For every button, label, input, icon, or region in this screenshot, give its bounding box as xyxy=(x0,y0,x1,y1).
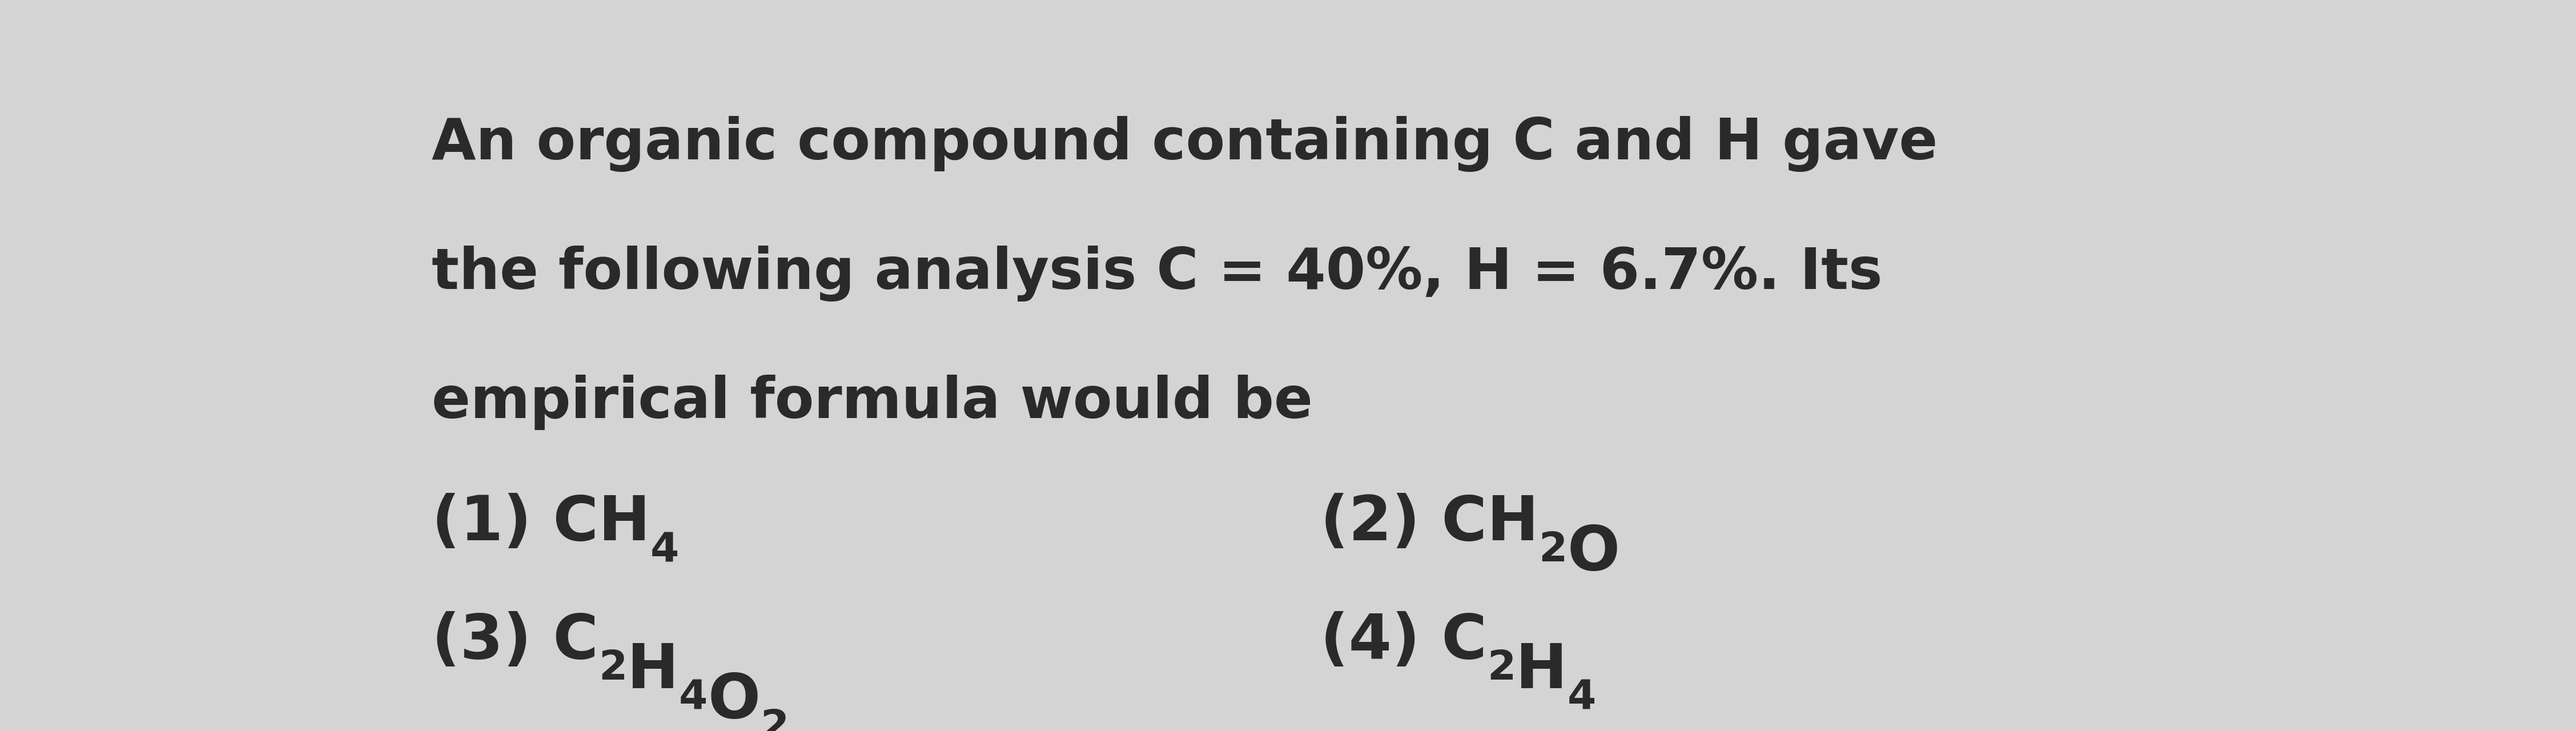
Text: (3) C: (3) C xyxy=(433,611,598,672)
Text: (4) C: (4) C xyxy=(1319,611,1486,672)
Text: 4: 4 xyxy=(680,678,708,718)
Text: 2: 2 xyxy=(1486,649,1515,688)
Text: H: H xyxy=(1515,641,1566,701)
Text: 2: 2 xyxy=(760,708,788,731)
Text: 2: 2 xyxy=(598,649,626,688)
Text: 2: 2 xyxy=(1538,531,1566,570)
Text: (1) CH: (1) CH xyxy=(433,493,649,553)
Text: 4: 4 xyxy=(1566,678,1597,718)
Text: O: O xyxy=(1566,523,1620,583)
Text: the following analysis C = 40%, H = 6.7%. Its: the following analysis C = 40%, H = 6.7%… xyxy=(433,246,1883,301)
Text: O: O xyxy=(708,670,760,731)
Text: (2) CH: (2) CH xyxy=(1319,493,1538,553)
Text: An organic compound containing C and H gave: An organic compound containing C and H g… xyxy=(433,115,1937,172)
Text: H: H xyxy=(626,641,680,701)
Text: 4: 4 xyxy=(649,531,680,570)
Text: empirical formula would be: empirical formula would be xyxy=(433,375,1314,430)
